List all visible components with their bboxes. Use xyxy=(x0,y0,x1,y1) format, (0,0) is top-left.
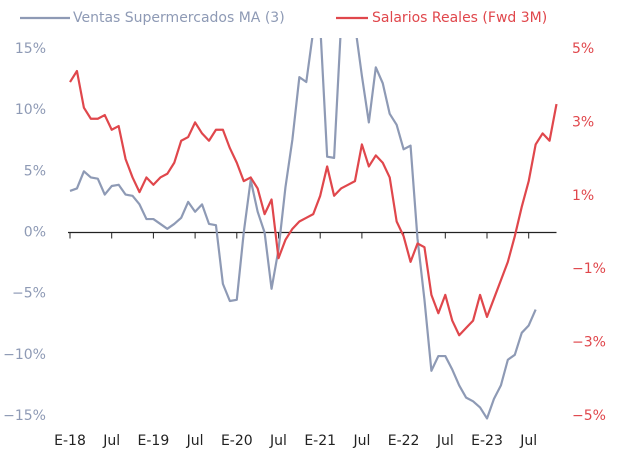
x-tick-label: E-21 xyxy=(304,433,336,449)
x-tick-label: E-18 xyxy=(54,433,86,449)
series-line xyxy=(69,38,537,420)
y2-tick-label: 3% xyxy=(572,114,594,130)
y-tick-label: −5% xyxy=(12,286,46,302)
y-tick-label: −15% xyxy=(3,408,46,424)
y2-tick-label: −3% xyxy=(572,335,606,351)
y2-tick-label: −1% xyxy=(572,261,606,277)
y2-tick-label: 5% xyxy=(572,41,594,57)
x-tick-label: Jul xyxy=(102,433,120,449)
x-tick-label: Jul xyxy=(352,433,370,449)
x-tick-label: Jul xyxy=(269,433,287,449)
y-tick-label: −10% xyxy=(3,347,46,363)
x-tick-label: Jul xyxy=(186,433,204,449)
x-tick-label: E-20 xyxy=(221,433,253,449)
y-tick-label: 15% xyxy=(15,41,46,57)
legend-label: Salarios Reales (Fwd 3M) xyxy=(372,10,547,26)
x-tick-label: E-23 xyxy=(471,433,503,449)
y-tick-label: 0% xyxy=(24,225,46,241)
legend-label: Ventas Supermercados MA (3) xyxy=(73,10,285,26)
x-tick-label: Jul xyxy=(436,433,454,449)
y2-tick-label: −5% xyxy=(572,408,606,424)
series-line xyxy=(69,69,558,337)
y-tick-label: 5% xyxy=(24,163,46,179)
x-tick-label: E-22 xyxy=(388,433,420,449)
y-tick-label: 10% xyxy=(15,102,46,118)
plot-area xyxy=(69,38,558,420)
y2-tick-label: 1% xyxy=(572,188,594,204)
x-tick-label: E-19 xyxy=(138,433,170,449)
x-tick-label: Jul xyxy=(519,433,537,449)
